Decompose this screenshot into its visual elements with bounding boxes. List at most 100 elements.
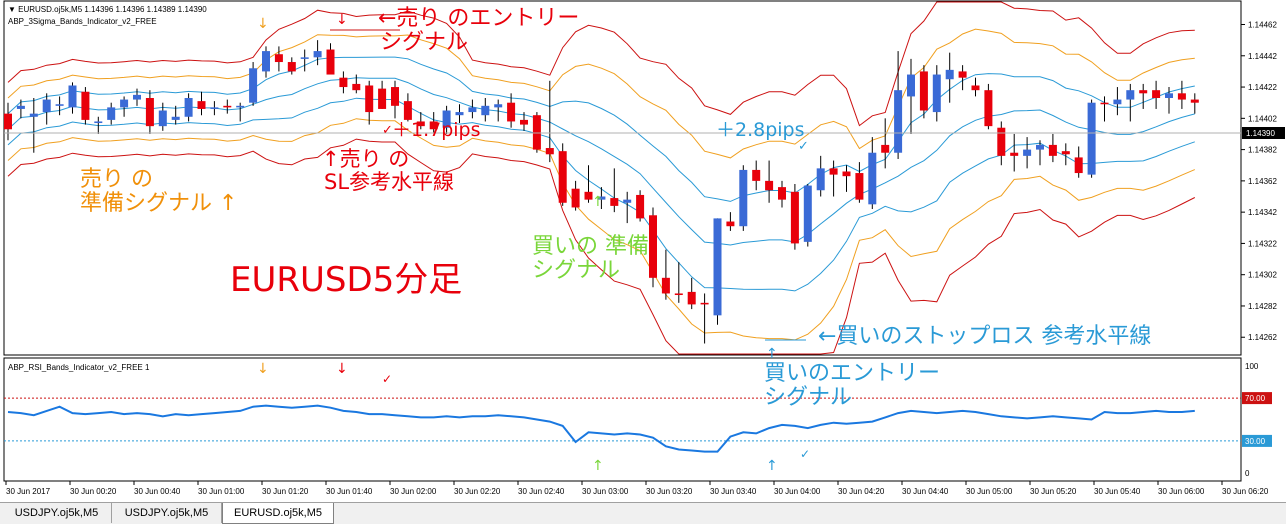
bull-candle (16, 105, 25, 109)
rsi-sell-check-icon: ✓ (382, 372, 392, 386)
bear-candle (726, 221, 735, 227)
bear-candle (391, 87, 399, 106)
buy-entry-annotation: 買いのエントリー シグナル (764, 361, 941, 411)
band-line (7, 28, 1195, 159)
bear-candle (752, 169, 761, 181)
sell-pips-annotation: ＋1.7pips (392, 119, 481, 141)
bear-candle (558, 151, 567, 203)
bull-candle (55, 104, 64, 106)
bear-candle (1074, 157, 1083, 174)
bear-candle (610, 198, 619, 206)
time-label: 30 Jun 06:00 (1158, 487, 1205, 496)
bear-candle (81, 91, 90, 120)
bull-candle (713, 218, 722, 316)
bull-candle (494, 104, 503, 108)
bear-candle (378, 88, 387, 109)
time-label: 30 Jun 06:20 (1222, 487, 1269, 496)
bull-candle (236, 105, 245, 108)
bull-candle (158, 110, 167, 127)
time-label: 30 Jun 04:20 (838, 487, 885, 496)
bear-candle (855, 173, 864, 200)
bull-candle (1023, 149, 1032, 156)
bull-candle (1113, 99, 1122, 105)
bull-candle (29, 113, 38, 117)
time-label: 30 Jun 03:20 (646, 487, 693, 496)
bull-candle (468, 107, 477, 113)
rsi-buy-prep-arrow-icon: ↑ (592, 458, 604, 474)
tab-usdjpy-2[interactable]: USDJPY.oj5k,M5 (112, 503, 222, 523)
bull-candle (455, 112, 464, 116)
time-label: 30 Jun 02:00 (390, 487, 437, 496)
rsi-sell-prep-arrow-icon: ↓ (257, 361, 269, 377)
price-label: 1.14462 (1248, 21, 1277, 30)
bear-candle (829, 168, 838, 175)
candlesticks (4, 40, 1199, 344)
indicator-sub-label: ABP_RSI_Bands_Indicator_v2_FREE 1 (8, 363, 150, 372)
bear-candle (403, 101, 412, 120)
bear-candle (1177, 93, 1186, 100)
tab-usdjpy-1[interactable]: USDJPY.oj5k,M5 (2, 503, 112, 523)
bull-candle (171, 116, 180, 120)
tab-eurusd[interactable]: EURUSD.oj5k,M5 (222, 503, 334, 524)
bull-candle (107, 107, 116, 120)
price-label: 1.14382 (1248, 146, 1277, 155)
bear-candle (520, 119, 528, 125)
sell-entry-arrow-icon: ↓ (336, 12, 348, 28)
bear-candle (1048, 144, 1057, 156)
mt4-chart[interactable]: 1.14462 1.14442 1.14422 1.14402 1.14382 1.143… (0, 0, 1286, 502)
bear-candle (881, 144, 890, 153)
bull-candle (1087, 102, 1096, 175)
price-label: 1.14262 (1248, 333, 1277, 342)
bear-candle (1010, 152, 1019, 156)
time-label: 30 Jun 01:40 (326, 487, 373, 496)
rsi-line (7, 404, 1195, 453)
buy-pips-annotation: ＋2.8pips (716, 119, 805, 141)
bull-candle (803, 185, 812, 242)
bear-candle (1152, 90, 1161, 98)
bull-candle (907, 74, 915, 97)
bear-candle (145, 98, 154, 127)
bull-candle (1036, 144, 1044, 150)
bear-candle (339, 77, 348, 88)
rsi-level-label: 70.00 (1245, 394, 1266, 403)
bear-candle (1061, 151, 1070, 155)
bear-candle (674, 293, 683, 296)
price-label: 1.14362 (1248, 177, 1277, 186)
symbol-info: ▼ EURUSD.oj5k,M5 1.14396 1.14396 1.14389… (8, 5, 207, 14)
bear-candle (842, 171, 851, 177)
rsi-level-box (1242, 434, 1272, 447)
bear-candle (571, 188, 580, 208)
chart-tab-bar: USDJPY.oj5k,M5 USDJPY.oj5k,M5 EURUSD.oj5… (0, 502, 1286, 524)
main-pane-frame (3, 0, 1242, 356)
bear-candle (507, 102, 516, 122)
bull-candle (68, 85, 77, 108)
bull-candle (210, 107, 219, 109)
time-label: 30 Jun 02:20 (454, 487, 501, 496)
bear-candle (274, 54, 283, 63)
bull-candle (94, 121, 103, 124)
band-line (7, 138, 1196, 355)
time-label: 30 Jun 03:40 (710, 487, 757, 496)
price-axis: 1.14462 1.14442 1.14422 1.14402 1.14382 1.143… (1241, 21, 1285, 342)
price-label: 1.14282 (1248, 302, 1277, 311)
sell-sl-annotation: ↑売り の SL参考水平線 (322, 147, 455, 195)
bull-candle (262, 51, 270, 72)
rsi-buy-check-icon: ✓ (800, 447, 810, 461)
bull-candle (133, 94, 141, 100)
price-label: 1.14302 (1248, 271, 1277, 280)
bear-candle (197, 101, 206, 109)
bear-candle (984, 90, 993, 127)
bull-candle (249, 68, 258, 103)
price-label: 1.14422 (1248, 83, 1277, 92)
bear-candle (532, 115, 541, 150)
band-line (7, 77, 1195, 246)
buy-sl-annotation: ←買いのストップロス 参考水平線 (818, 324, 1152, 349)
price-label: 1.14442 (1248, 52, 1277, 61)
buy-prep-arrow-icon: ↑ (592, 194, 604, 210)
bear-candle (1139, 90, 1148, 94)
bull-candle (120, 99, 129, 108)
bear-candle (584, 191, 593, 200)
rsi-axis-label: 0 (1245, 469, 1250, 478)
bear-candle (1100, 102, 1109, 105)
time-label: 30 Jun 05:40 (1094, 487, 1141, 496)
